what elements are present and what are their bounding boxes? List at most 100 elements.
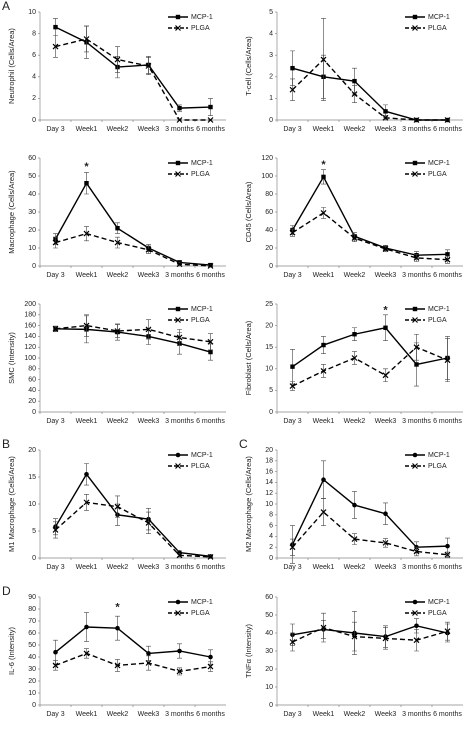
legend-entry: PLGA: [405, 171, 447, 178]
y-axis-label: Fibroblast (Cells/Area): [244, 320, 253, 395]
x-tick-label: 3 months: [165, 126, 194, 133]
y-tick-label: 15: [265, 344, 273, 351]
legend-marker: [412, 171, 418, 177]
y-tick-label: 20: [265, 322, 273, 329]
x-tick-label: Week2: [344, 126, 366, 133]
legend-label: PLGA: [428, 610, 447, 617]
y-tick-label: 40: [28, 654, 36, 661]
x-tick-label: Week1: [313, 126, 335, 133]
annotation: *: [383, 304, 388, 316]
legend-label: PLGA: [428, 463, 447, 470]
y-tick-label: 4: [269, 30, 273, 37]
marker: [84, 624, 89, 630]
marker: [52, 239, 59, 246]
y-tick-label: 20: [28, 447, 36, 454]
marker: [145, 63, 152, 69]
x-tick-label: Day 3: [283, 272, 301, 279]
marker: [208, 349, 213, 355]
legend-label: MCP-1: [191, 452, 213, 459]
y-tick-label: 18: [265, 458, 273, 465]
x-tick-label: 6 months: [196, 418, 225, 425]
y-tick-label: 16: [265, 468, 273, 475]
legend-label: MCP-1: [428, 306, 450, 313]
legend-entry: MCP-1: [405, 599, 450, 606]
marker: [320, 509, 327, 516]
y-tick-label: 4: [269, 533, 273, 540]
y-axis-label: TNFα (Intensity): [244, 624, 253, 678]
x-tick-label: Day 3: [46, 418, 64, 425]
legend-entry: MCP-1: [168, 306, 213, 313]
y-tick-label: 20: [28, 678, 36, 685]
marker: [413, 117, 420, 123]
marker: [445, 543, 450, 549]
marker: [207, 263, 214, 269]
legend-marker: [412, 14, 418, 20]
y-tick-label: 140: [24, 333, 36, 340]
y-tick-label: 5: [269, 9, 273, 16]
y-tick-label: 10: [28, 690, 36, 697]
y-tick-label: 50: [28, 642, 36, 649]
x-tick-label: Week1: [76, 711, 98, 718]
series-line: [55, 626, 211, 658]
legend-marker: [175, 463, 181, 469]
x-tick-label: 6 months: [196, 564, 225, 571]
legend-marker: [412, 317, 418, 323]
x-tick-label: Week3: [138, 711, 160, 718]
y-tick-label: 2: [269, 544, 273, 551]
y-tick-label: 8: [32, 30, 36, 37]
x-tick-label: 3 months: [402, 711, 431, 718]
marker: [207, 117, 214, 123]
marker: [289, 229, 296, 236]
y-axis-label: T-cell (Cells/Area): [244, 36, 253, 96]
marker: [413, 254, 420, 261]
series-line: [292, 346, 448, 387]
marker: [83, 322, 90, 329]
marker: [320, 368, 327, 374]
y-tick-label: 40: [28, 191, 36, 198]
x-tick-label: 6 months: [433, 711, 462, 718]
y-tick-label: 2: [269, 74, 273, 81]
y-tick-label: 10: [265, 684, 273, 691]
marker: [52, 526, 59, 533]
x-tick-label: 3 months: [165, 418, 194, 425]
panel-letter: D: [2, 584, 11, 598]
x-tick-label: Week3: [138, 418, 160, 425]
series-line: [54, 181, 211, 266]
x-tick-label: 3 months: [165, 711, 194, 718]
x-tick-label: Week1: [313, 711, 335, 718]
x-tick-label: Week2: [344, 564, 366, 571]
legend-label: MCP-1: [428, 452, 450, 459]
y-tick-label: 10: [265, 501, 273, 508]
series-line: [292, 67, 448, 121]
marker: [289, 86, 296, 93]
annotation: *: [115, 602, 120, 614]
y-tick-label: 10: [28, 501, 36, 508]
marker: [177, 105, 182, 111]
marker: [207, 338, 214, 345]
marker: [382, 372, 389, 379]
legend-marker: [412, 610, 418, 616]
series-line: [291, 511, 448, 556]
legend-entry: PLGA: [168, 317, 210, 324]
y-tick-label: 12: [265, 490, 273, 497]
x-tick-label: Day 3: [46, 564, 64, 571]
y-tick-label: 160: [24, 322, 36, 329]
x-tick-label: 6 months: [433, 272, 462, 279]
chart-panel: 0 5 10 15 20 Day 3 Week1 Week2 Week3 3 months 6 mo…: [2, 437, 226, 571]
legend-label: MCP-1: [191, 599, 213, 606]
x-tick-label: 6 months: [196, 272, 225, 279]
y-tick-label: 30: [28, 666, 36, 673]
marker: [290, 364, 295, 369]
x-tick-label: 6 months: [433, 564, 462, 571]
legend-entry: PLGA: [168, 171, 210, 178]
x-tick-label: Week1: [76, 418, 98, 425]
y-tick-label: 60: [28, 630, 36, 637]
y-tick-label: 0: [269, 263, 273, 270]
series-line: [55, 38, 211, 121]
marker: [445, 252, 450, 257]
legend-marker: [175, 14, 181, 20]
x-tick-label: 3 months: [402, 126, 431, 133]
y-tick-label: 50: [265, 612, 273, 619]
marker: [413, 637, 420, 644]
y-tick-label: 0: [269, 117, 273, 124]
